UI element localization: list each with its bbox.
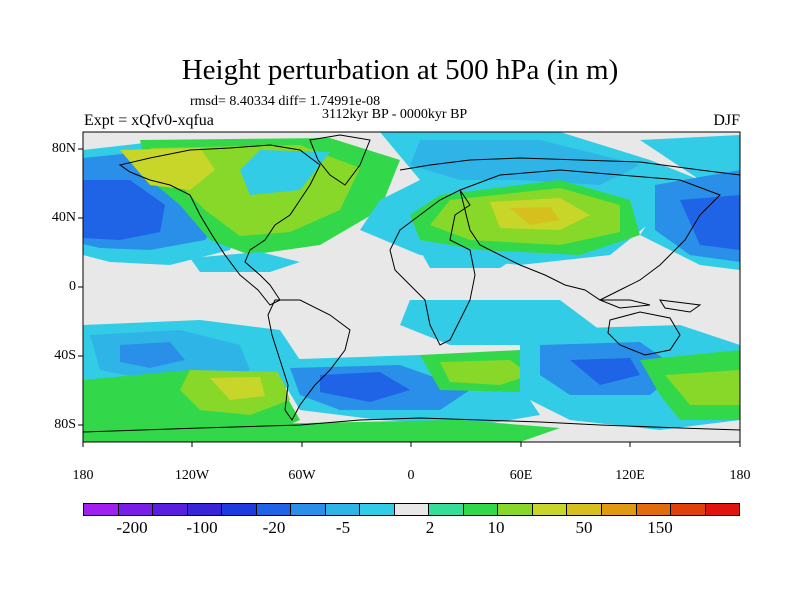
colorbar-cell [567, 504, 602, 515]
colorbar-cell [601, 504, 637, 515]
colorbar-cell [360, 504, 395, 515]
colorbar-cell [187, 504, 223, 515]
lat-label: 40N [51, 210, 76, 225]
colorbar-label: -20 [262, 518, 286, 537]
stats-line: rmsd= 8.40334 diff= 1.74991e-08 [190, 94, 381, 109]
colorbar-label: 150 [647, 518, 673, 537]
colorbar-label: -5 [335, 518, 351, 537]
colorbar-cell [153, 504, 188, 515]
colorbar-cell [705, 504, 740, 515]
colorbar-cell [532, 504, 568, 515]
lon-label: 60E [509, 468, 533, 483]
colorbar-cell [429, 504, 464, 515]
experiment-label: Expt = xQfv0-xqfua [84, 112, 214, 129]
colorbar-label: 10 [487, 518, 505, 537]
colorbar-label: 2 [425, 518, 435, 537]
colorbar-cell [671, 504, 706, 515]
lat-label: 0 [69, 279, 76, 294]
lat-label: 40S [54, 348, 76, 363]
colorbar [83, 503, 740, 516]
map-title: Height perturbation at 500 hPa (in m) [181, 54, 619, 86]
period-line: 3112kyr BP - 0000kyr BP [322, 107, 468, 122]
colorbar-cell [222, 504, 257, 515]
colorbar-label: -100 [186, 518, 218, 537]
colorbar-cell [256, 504, 292, 515]
colorbar-cell [394, 504, 430, 515]
axis-ticks [78, 148, 741, 447]
colorbar-label: 50 [575, 518, 593, 537]
lon-label: 180 [72, 468, 94, 483]
season-label: DJF [713, 112, 740, 129]
lon-label: 120E [615, 468, 645, 483]
colorbar-cell [636, 504, 672, 515]
colorbar-cell [84, 504, 119, 515]
contour-fill-regions [83, 132, 740, 442]
lon-label: 0 [407, 468, 415, 483]
coastlines [83, 134, 740, 433]
lat-label: 80S [54, 417, 76, 432]
lon-label: 60W [288, 468, 316, 483]
lon-label: 120W [174, 468, 210, 483]
colorbar-cell [463, 504, 499, 515]
colorbar-cell [498, 504, 533, 515]
colorbar-cell [291, 504, 326, 515]
lat-label: 80N [51, 141, 76, 156]
colorbar-cell [325, 504, 361, 515]
colorbar-cell [118, 504, 154, 515]
lon-label: 180 [729, 468, 751, 483]
colorbar-label: -200 [116, 518, 148, 537]
